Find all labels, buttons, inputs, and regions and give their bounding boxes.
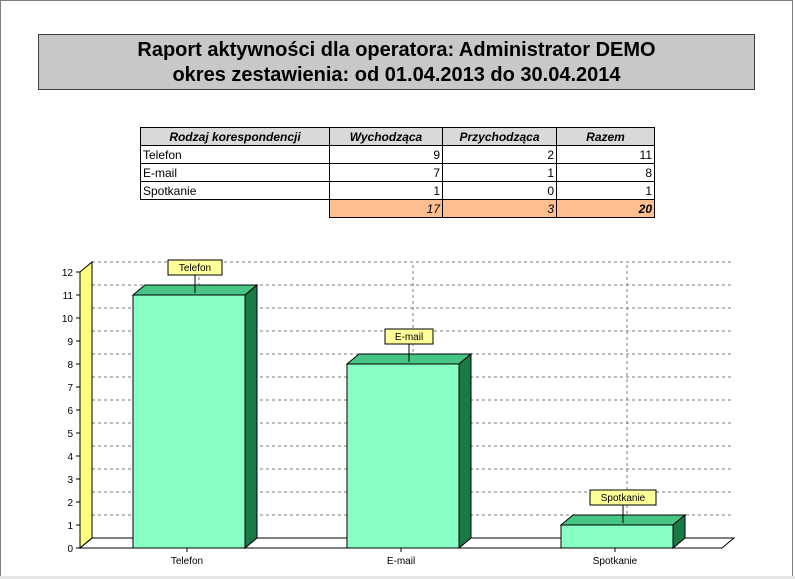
y-tick-label: 6 (67, 406, 73, 417)
bar-side (458, 352, 472, 550)
frame-bottom-edge (0, 576, 795, 579)
bar-side (672, 513, 686, 550)
bar-group (131, 283, 259, 550)
bar (132, 294, 246, 549)
table-row: Spotkanie 1 0 1 (140, 181, 655, 200)
y-tick-label: 4 (67, 452, 73, 463)
chart-left-wall (79, 260, 93, 550)
header-przychodzaca: Przychodząca (442, 127, 557, 146)
bar-group (559, 513, 687, 550)
y-tick-label: 1 (67, 521, 73, 532)
report-title-line1: Raport aktywności dla operatora: Adminis… (137, 39, 656, 61)
row-name: Telefon (140, 145, 330, 164)
bar (560, 524, 674, 549)
data-label-box (384, 328, 434, 345)
table-row: E-mail 7 1 8 (140, 163, 655, 182)
y-tick-label: 2 (67, 498, 73, 509)
report-title-line2: okres zestawienia: od 01.04.2013 do 30.0… (172, 64, 621, 86)
total-wychodzaca: 17 (329, 199, 443, 218)
data-label-box (589, 489, 657, 506)
table-row: Telefon 9 2 11 (140, 145, 655, 164)
header-rodzaj: Rodzaj korespondencji (140, 127, 330, 146)
data-label-box (167, 259, 223, 276)
row-name: Spotkanie (140, 181, 330, 200)
y-tick-label: 7 (67, 383, 73, 394)
data-label: E-mail (395, 332, 423, 343)
data-label: Telefon (179, 263, 211, 274)
x-tick-label: Spotkanie (593, 556, 638, 567)
total-razem: 20 (556, 199, 655, 218)
total-przychodzaca: 3 (442, 199, 557, 218)
header-razem: Razem (556, 127, 655, 146)
y-tick-label: 12 (62, 268, 74, 279)
y-tick-label: 5 (67, 429, 73, 440)
y-tick-label: 0 (67, 544, 73, 555)
x-tick-label: E-mail (387, 556, 415, 567)
y-tick-label: 10 (62, 314, 74, 325)
data-label: Spotkanie (601, 493, 646, 504)
x-tick-label: Telefon (171, 556, 203, 567)
table-header-row: Rodzaj korespondencji Wychodząca Przycho… (140, 127, 655, 146)
y-tick-label: 11 (63, 291, 74, 302)
y-tick-label: 3 (67, 475, 73, 486)
summary-table: Rodzaj korespondencji Wychodząca Przycho… (140, 127, 655, 218)
header-wychodzaca: Wychodząca (329, 127, 443, 146)
bar-side (244, 283, 258, 550)
bar (346, 363, 460, 549)
chart-floor (78, 537, 736, 549)
report-title: Raport aktywności dla operatora: Adminis… (38, 34, 755, 90)
y-tick-label: 9 (67, 337, 73, 348)
bar-group (345, 352, 473, 550)
y-tick-label: 8 (67, 360, 73, 371)
table-totals-row: 17 3 20 (141, 199, 655, 218)
row-razem: 11 (556, 145, 655, 164)
